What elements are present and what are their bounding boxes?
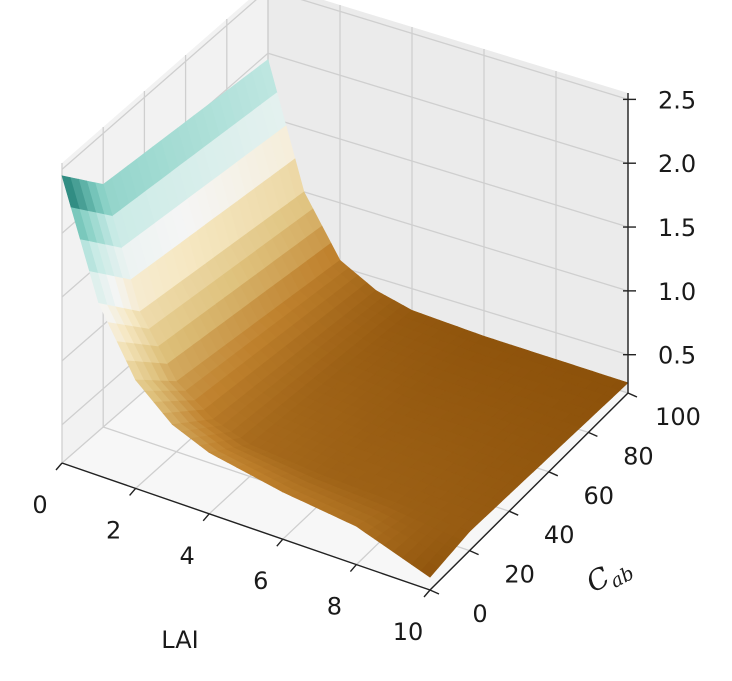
x-tick-label: 6 xyxy=(253,567,268,595)
x-tick-label: 0 xyxy=(32,491,47,519)
x-tick-label: 8 xyxy=(327,593,342,621)
y-tick-label: 80 xyxy=(623,442,654,470)
y-tick-label: 60 xyxy=(584,482,615,510)
surface-patch xyxy=(420,561,439,578)
y-tick xyxy=(469,549,479,556)
x-tick xyxy=(349,564,357,573)
x-tick xyxy=(202,513,210,522)
y-axis-title: Cab xyxy=(581,549,638,603)
axes xyxy=(55,93,638,598)
z-tick-label: 1.5 xyxy=(658,214,696,242)
z-tick-label: 1.0 xyxy=(658,278,696,306)
x-axis-title: LAI xyxy=(161,626,198,654)
x-tick xyxy=(423,589,431,598)
y-tick xyxy=(508,510,519,516)
x-tick xyxy=(129,487,137,496)
z-tick-label: 0.5 xyxy=(658,342,696,370)
y-tick xyxy=(548,471,559,477)
surface xyxy=(61,59,629,578)
y-tick-label: 20 xyxy=(504,561,535,589)
y-tick xyxy=(627,392,638,398)
y-tick-label: 0 xyxy=(472,600,487,628)
y-tick xyxy=(429,589,440,595)
y-tick-label: 100 xyxy=(655,403,701,431)
x-tick xyxy=(276,538,284,547)
x-axis-line xyxy=(61,462,431,591)
x-tick xyxy=(55,462,63,471)
y-tick xyxy=(588,431,598,438)
z-tick-label: 2.0 xyxy=(658,150,696,178)
x-tick-label: 10 xyxy=(393,618,424,646)
gridline-z xyxy=(61,0,629,170)
y-axis-line xyxy=(429,392,629,591)
x-tick-label: 4 xyxy=(180,542,195,570)
y-tick-label: 40 xyxy=(544,521,575,549)
x-tick-label: 2 xyxy=(106,516,121,544)
z-tick-label: 2.5 xyxy=(658,86,696,114)
